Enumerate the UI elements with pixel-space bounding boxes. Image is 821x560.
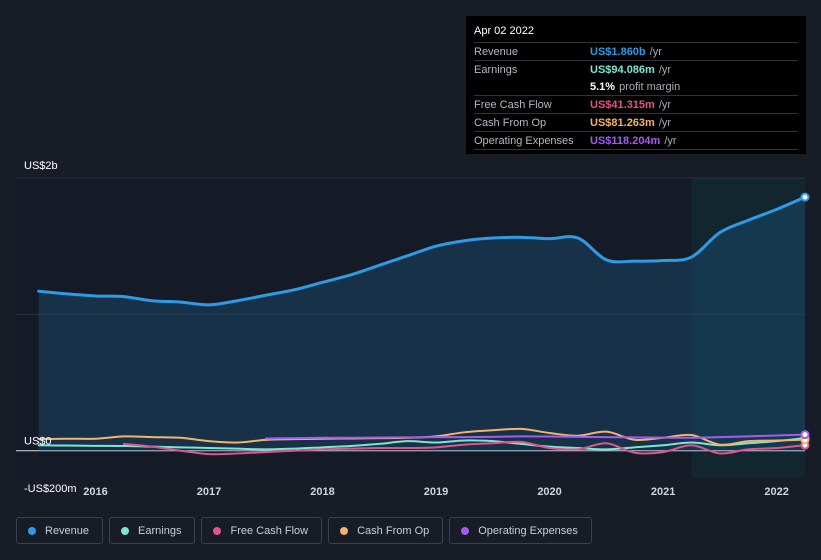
earnings-line (37, 436, 806, 451)
legend-label: Revenue (45, 524, 90, 537)
legend-item-free-cash-flow[interactable]: Free Cash Flow (201, 517, 323, 544)
tooltip-row-unit: /yr (664, 134, 677, 147)
tooltip-row-unit: /yr (649, 45, 662, 58)
revenue-line (37, 195, 807, 307)
tooltip-row-value: US$94.086m (590, 63, 655, 76)
chart-legend: Revenue Earnings Free Cash Flow Cash From O… (16, 517, 592, 546)
legend-item-cash-from-op[interactable]: Cash From Op (328, 517, 444, 544)
legend-dot-icon (28, 526, 36, 535)
legend-dot-icon (213, 526, 222, 535)
tooltip-row-value: US$1.860b (590, 45, 646, 58)
tooltip-row-label: Operating Expenses (474, 134, 574, 147)
tooltip-row-label: Free Cash Flow (474, 98, 552, 111)
legend-item-earnings[interactable]: Earnings (109, 517, 196, 544)
x-tick-label: 2017 (197, 486, 221, 498)
tooltip-row-unit: /yr (658, 63, 672, 76)
legend-dot-icon (121, 526, 130, 535)
legend-label: Cash From Op (357, 524, 430, 537)
tooltip-row-label: Cash From Op (474, 116, 547, 129)
legend-item-operating-expenses[interactable]: Operating Expenses (449, 517, 592, 544)
tooltip-row: Free Cash Flow US$41.315m/yr (474, 95, 798, 113)
legend-label: Free Cash Flow (230, 524, 309, 537)
tooltip-row: Operating Expenses US$118.204m/yr (474, 131, 798, 149)
x-tick-label: 2022 (764, 486, 788, 498)
tooltip-row-unit: /yr (658, 98, 672, 111)
tooltip-row-value: 5.1% (590, 80, 616, 93)
y-tick-label: US$2b (24, 160, 58, 172)
tooltip-row-value: US$41.315m (590, 98, 655, 111)
x-tick-label: 2016 (83, 486, 107, 498)
tooltip-divider (474, 149, 798, 151)
free-cash-flow-line (122, 440, 806, 456)
revenue-area (38, 197, 806, 451)
legend-dot-icon (340, 526, 349, 535)
revenue-endpoint (800, 192, 810, 202)
x-tick-label: 2020 (537, 486, 561, 498)
x-tick-label: 2019 (424, 486, 448, 498)
legend-label: Operating Expenses (478, 524, 578, 537)
chart-tooltip: Apr 02 2022 Revenue US$1.860b/yr Earnings U… (466, 16, 806, 154)
tooltip-row-value: US$118.204m (590, 134, 661, 147)
y-tick-label: US$0 (24, 436, 52, 448)
operating-expenses-endpoint (800, 430, 810, 440)
tooltip-row: Revenue US$1.860b/yr (474, 42, 798, 60)
tooltip-row: Cash From Op US$81.263m/yr (474, 113, 798, 131)
tooltip-row-unit: profit margin (619, 80, 681, 93)
tooltip-row-unit: /yr (658, 116, 672, 129)
tooltip-row: 5.1% profit margin (474, 78, 798, 95)
tooltip-date: Apr 02 2022 (474, 25, 534, 37)
operating-expenses-line (264, 433, 806, 440)
tooltip-row-label: Revenue (474, 45, 519, 58)
y-tick-label: -US$200m (24, 483, 77, 495)
plot-background (16, 178, 805, 478)
legend-item-revenue[interactable]: Revenue (16, 517, 104, 544)
highlight-region (691, 178, 805, 478)
legend-dot-icon (461, 526, 470, 535)
tooltip-row: Earnings US$94.086m/yr (474, 60, 798, 78)
tooltip-row-label: Earnings (474, 63, 518, 76)
x-tick-label: 2021 (651, 486, 675, 498)
tooltip-row-value: US$81.263m (590, 116, 655, 129)
legend-label: Earnings (138, 524, 182, 537)
x-tick-label: 2018 (310, 486, 334, 498)
